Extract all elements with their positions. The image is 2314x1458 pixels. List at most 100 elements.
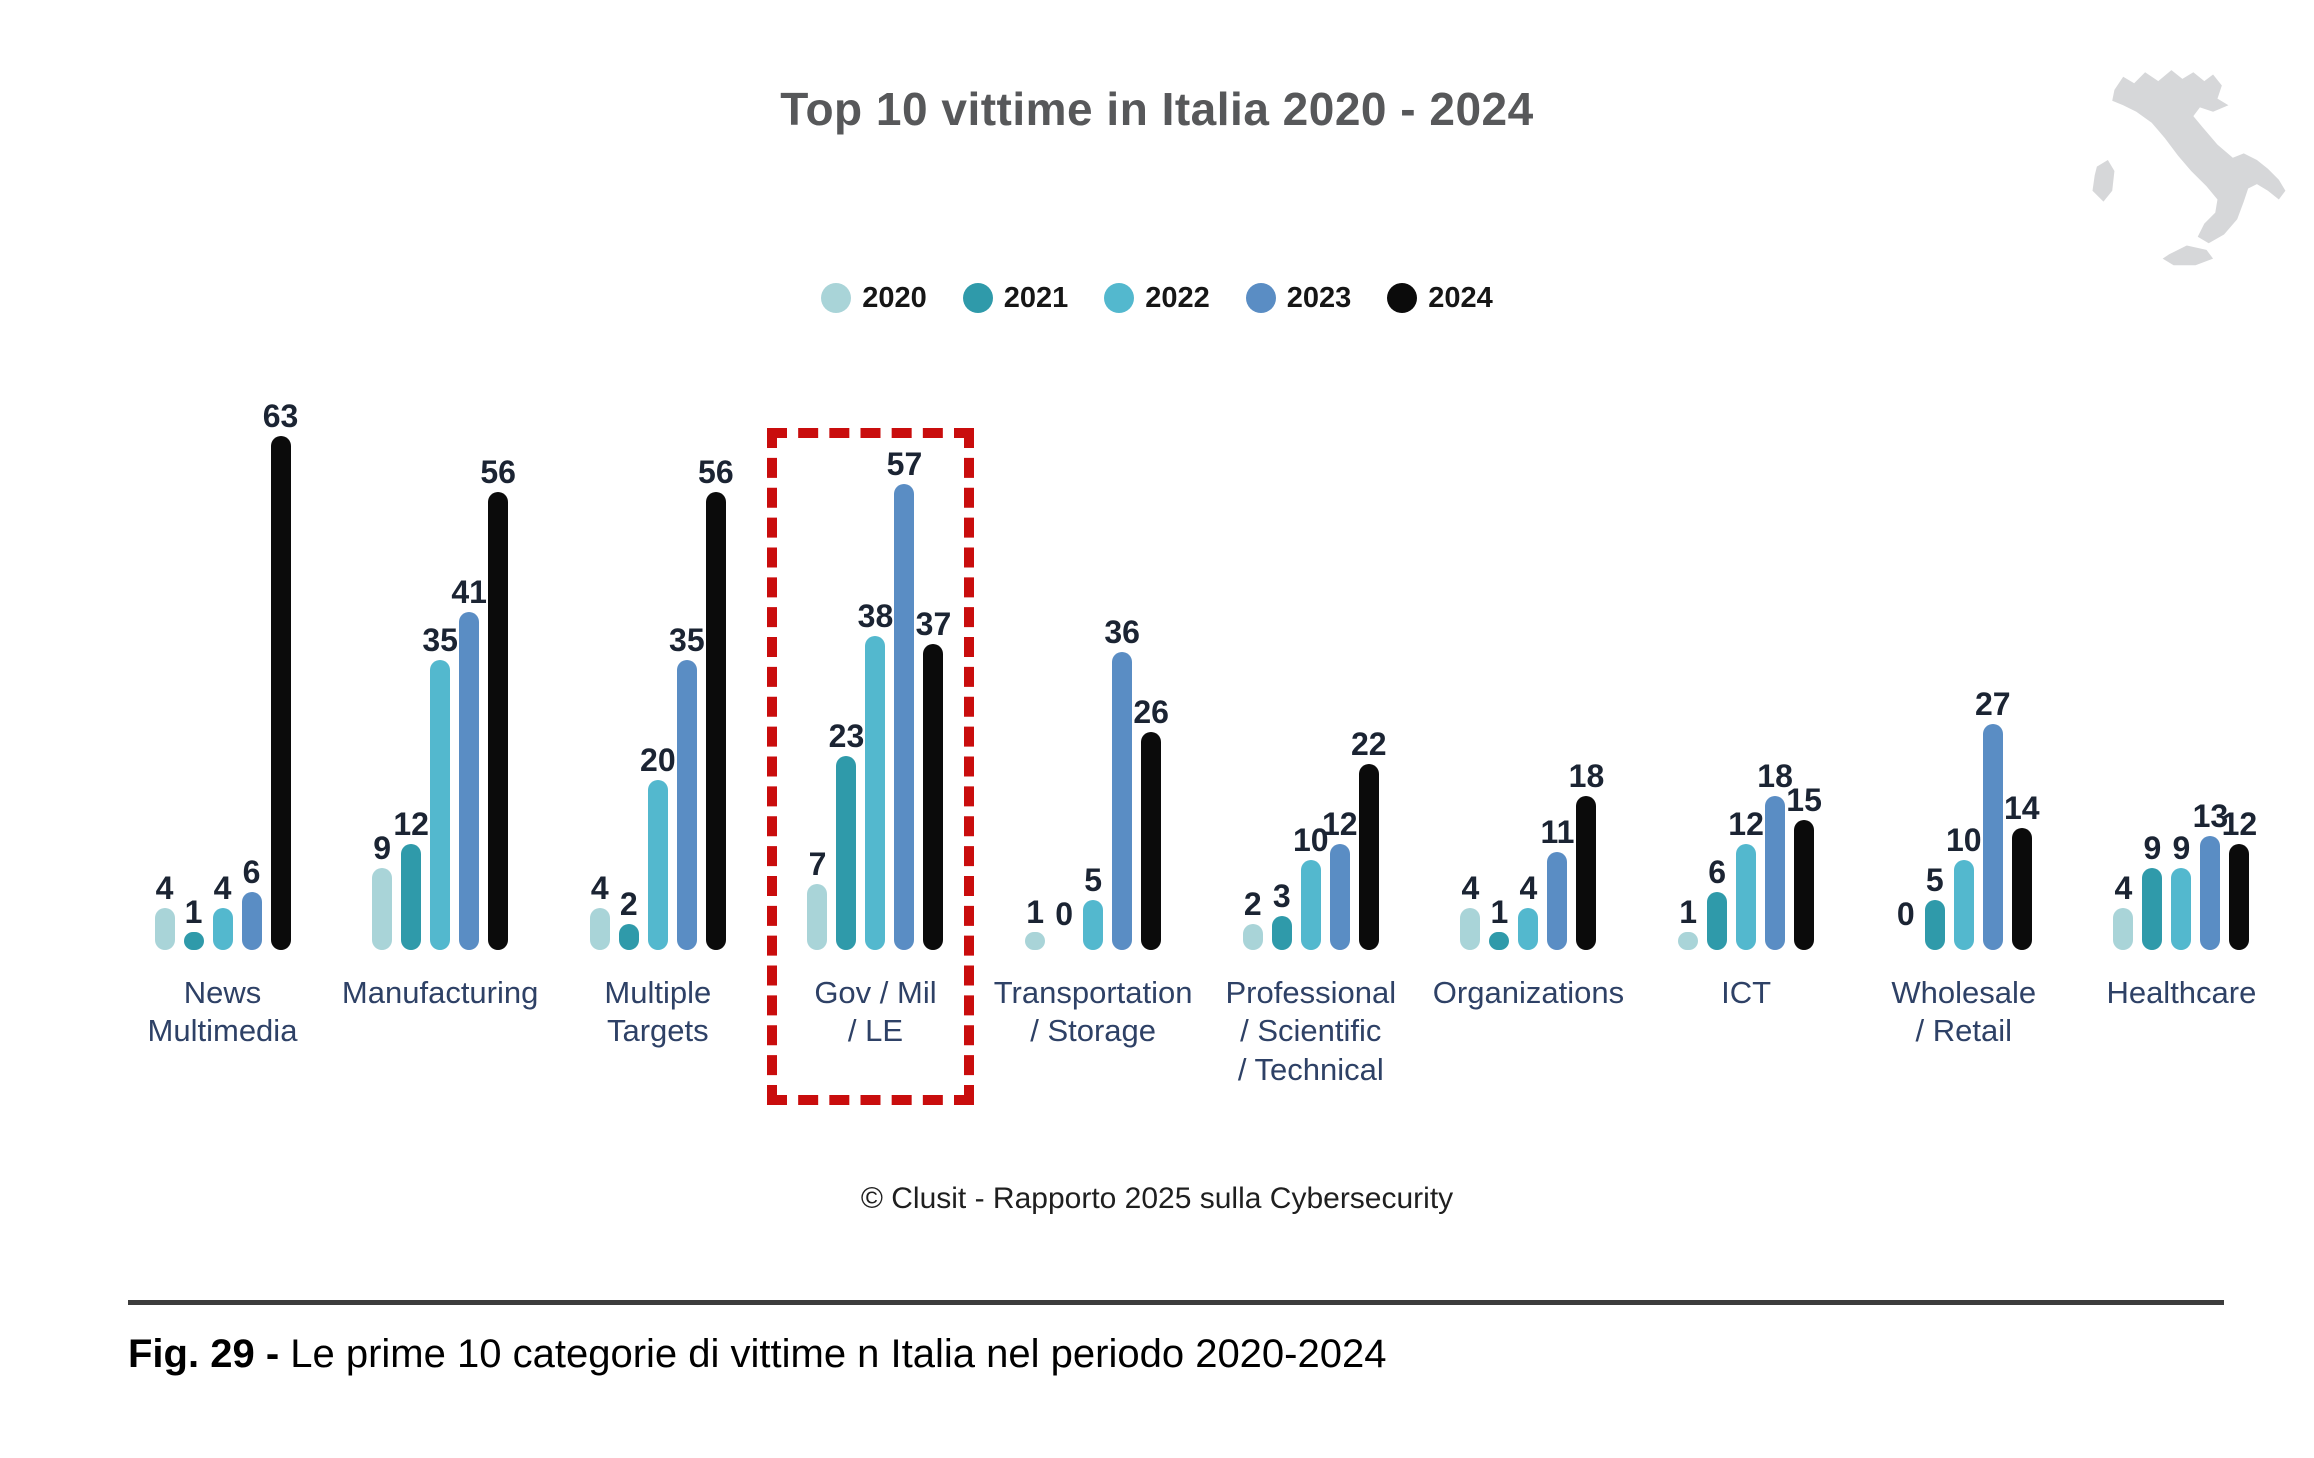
bar-2022 (212, 908, 233, 950)
legend-swatch-icon (821, 283, 852, 313)
bar-column: 4 (2109, 872, 2138, 950)
bar-value-label: 1 (1026, 894, 1045, 930)
category-label: Multiple Targets (604, 975, 712, 1049)
bar-column: 1 (179, 896, 208, 950)
bar-value-label: 12 (2221, 806, 2258, 842)
bar-2023 (459, 612, 480, 950)
bar-column: 57 (887, 448, 922, 950)
italy-sicily (2162, 245, 2214, 266)
bar-2023 (1112, 652, 1133, 950)
bar-2022 (1518, 908, 1539, 950)
bar-2020 (1025, 932, 1046, 950)
bar-value-label: 6 (242, 854, 261, 890)
bar-column: 27 (1975, 688, 2011, 950)
bar-2024 (488, 492, 509, 950)
bar-value-label: 1 (1490, 894, 1509, 930)
bar-2024 (2011, 828, 2032, 950)
category-label: ICT (1721, 975, 1772, 1010)
bar-column: 4 (208, 872, 237, 950)
bar-value-label: 2 (619, 886, 638, 922)
legend-swatch-icon (962, 283, 993, 313)
bar-value-label: 35 (422, 622, 458, 658)
bar-2020 (1678, 932, 1699, 950)
category-label: Transportation / Storage (993, 975, 1193, 1049)
bar-group: 4 2 20 35 56 Multiple Targets (585, 390, 734, 1048)
bar-column: 35 (422, 624, 458, 950)
bar-2020 (372, 868, 393, 950)
bar-2023 (2200, 836, 2221, 950)
category-label: Healthcare (2106, 975, 2257, 1010)
caption-divider (128, 1300, 2224, 1305)
bar-column: 63 (263, 400, 298, 950)
bar-value-label: 1 (1679, 894, 1697, 930)
bar-2020 (2113, 908, 2134, 950)
bar-2022 (647, 780, 668, 950)
bar-chart: 4 1 4 6 63 News Multimedia 9 12 35 41 56 Manufactur… (148, 390, 2257, 1105)
bar-column: 2 (614, 888, 643, 950)
bar-column: 13 (2193, 800, 2228, 950)
bar-group: 4 9 9 13 12 Healthcare (2106, 390, 2257, 1010)
chart-title: Top 10 vittime in Italia 2020 - 2024 (780, 83, 1534, 135)
category-label: Professional / Scientific / Technical (1225, 975, 1397, 1087)
legend-label: 2022 (1145, 281, 1210, 314)
bar-2024 (1358, 764, 1379, 950)
bar-value-label: 0 (1055, 896, 1074, 932)
bar-column: 9 (368, 832, 397, 950)
bar-value-label: 10 (1292, 822, 1329, 858)
bar-column: 37 (916, 608, 951, 950)
bar-value-label: 14 (2003, 790, 2040, 826)
bar-2022 (865, 636, 886, 950)
legend-item-2022: 2022 (1104, 283, 1210, 313)
figure-caption: Fig. 29 - Le prime 10 categorie di vitti… (128, 1330, 1386, 1378)
bar-2024 (270, 436, 291, 950)
bar-value-label: 4 (590, 870, 609, 906)
bar-column: 4 (1456, 872, 1485, 950)
category-label: Gov / Mil / LE (814, 975, 937, 1049)
bar-value-label: 36 (1104, 614, 1140, 650)
bar-value-label: 4 (213, 870, 232, 906)
bar-value-label: 5 (1925, 862, 1944, 898)
bar-value-label: 35 (669, 622, 705, 658)
bar-group: 9 12 35 41 56 Manufacturing (342, 390, 538, 1010)
bar-group: 1 0 5 36 26 Transportation / Storage (994, 390, 1193, 1048)
bar-column: 12 (393, 808, 429, 950)
bar-value-label: 0 (1896, 896, 1915, 932)
bar-column: 9 (2167, 832, 2196, 950)
bar-column: 4 (1514, 872, 1543, 950)
bar-column: 12 (2222, 808, 2257, 950)
bar-2020 (589, 908, 610, 950)
bar-column: 3 (1267, 880, 1296, 950)
bar-2022 (1083, 900, 1104, 950)
bar-2022 (1300, 860, 1321, 950)
bar-2023 (241, 892, 262, 950)
bar-column: 56 (698, 456, 734, 950)
bar-value-label: 6 (1708, 854, 1726, 890)
bar-value-label: 41 (451, 574, 487, 610)
bar-value-label: 9 (2143, 830, 2162, 866)
bar-value-label: 9 (2172, 830, 2191, 866)
bar-value-label: 4 (1519, 870, 1538, 906)
bar-column: 15 (1786, 784, 1822, 950)
bar-2024 (2229, 844, 2250, 950)
bar-value-label: 56 (480, 454, 516, 490)
bar-value-label: 1 (184, 894, 203, 930)
bar-2021 (1707, 892, 1728, 950)
bar-column: 12 (1728, 808, 1764, 950)
bar-column: 5 (1920, 864, 1949, 950)
italy-mainland (2112, 70, 2286, 244)
bar-2024 (923, 644, 944, 950)
bar-value-label: 56 (698, 454, 734, 490)
legend-swatch-icon (1387, 283, 1418, 313)
legend-item-2024: 2024 (1387, 283, 1493, 313)
legend-label: 2023 (1286, 281, 1352, 314)
bar-value-label: 63 (262, 398, 299, 434)
category-label: Manufacturing (341, 975, 539, 1010)
bar-value-label: 5 (1084, 862, 1103, 898)
bar-column: 6 (237, 856, 266, 950)
legend-label: 2024 (1428, 281, 1493, 314)
bar-column: 35 (669, 624, 705, 950)
bar-2023 (1547, 852, 1568, 950)
bar-column: 22 (1351, 728, 1387, 950)
bar-group: 2 3 10 12 22 Professional / Scientific / Tech… (1225, 390, 1396, 1087)
bar-column: 26 (1133, 696, 1169, 950)
